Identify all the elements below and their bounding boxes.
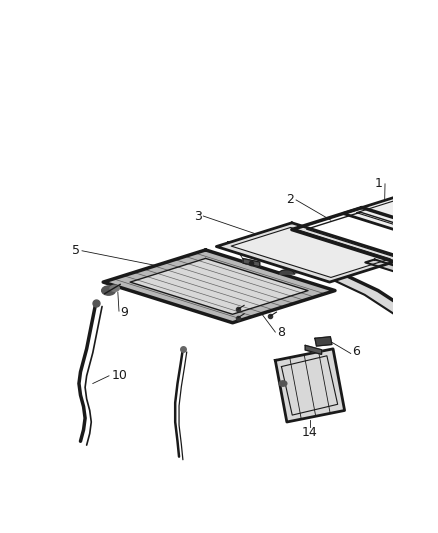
Text: 6: 6 [352, 345, 360, 358]
Text: 2: 2 [286, 193, 294, 206]
Text: 8: 8 [277, 326, 285, 338]
Polygon shape [365, 260, 423, 278]
Text: 7: 7 [226, 239, 234, 253]
Ellipse shape [110, 285, 120, 292]
Polygon shape [332, 276, 438, 353]
Ellipse shape [102, 286, 116, 295]
Polygon shape [130, 259, 308, 314]
Text: 3: 3 [194, 209, 202, 223]
Polygon shape [243, 259, 260, 266]
Text: 10: 10 [111, 369, 127, 382]
Text: 6: 6 [328, 260, 336, 272]
Text: 7: 7 [317, 355, 325, 368]
Polygon shape [231, 228, 390, 278]
Polygon shape [305, 345, 321, 354]
Polygon shape [276, 349, 345, 422]
Text: 5: 5 [72, 244, 81, 257]
Polygon shape [315, 337, 332, 346]
Ellipse shape [279, 381, 287, 386]
Text: 14: 14 [302, 425, 318, 439]
Text: 9: 9 [120, 306, 128, 319]
Polygon shape [343, 190, 438, 246]
Polygon shape [103, 250, 335, 323]
Text: 1: 1 [375, 177, 383, 190]
Polygon shape [216, 223, 405, 282]
